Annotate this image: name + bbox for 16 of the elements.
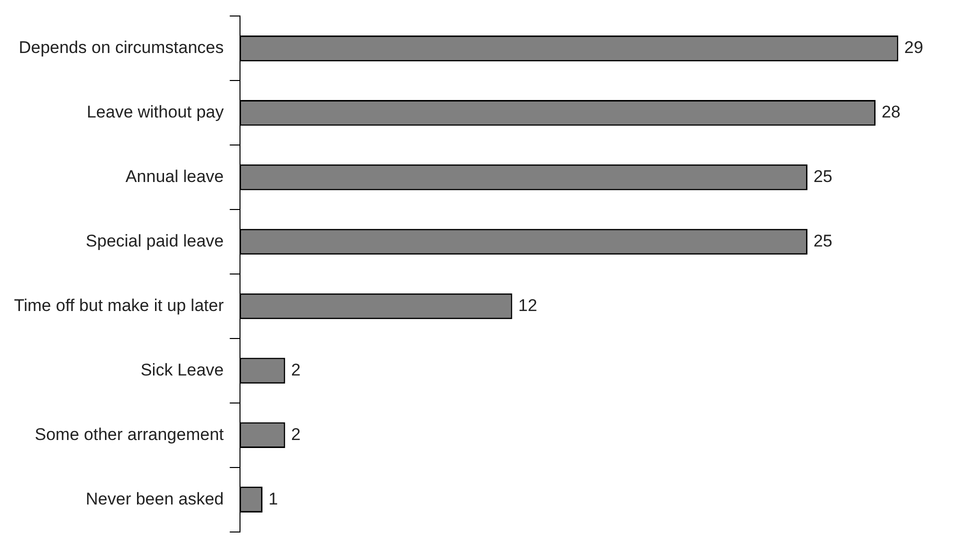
data-label: 2 xyxy=(291,360,301,380)
y-tick-label: Leave without pay xyxy=(86,102,224,122)
y-tick-label: Time off but make it up later xyxy=(14,296,224,315)
y-tick-label: Special paid leave xyxy=(86,231,224,250)
data-label: 2 xyxy=(291,424,301,444)
data-label: 25 xyxy=(813,167,832,186)
data-label: 12 xyxy=(518,296,538,315)
y-tick-label: Sick Leave xyxy=(140,360,224,380)
data-label: 28 xyxy=(882,102,901,122)
y-tick-label: Never been asked xyxy=(86,489,224,508)
y-tick-label: Some other arrangement xyxy=(34,424,224,444)
y-tick-label: Annual leave xyxy=(125,167,224,186)
data-label: 1 xyxy=(268,489,278,508)
y-tick-label: Depends on circumstances xyxy=(18,38,224,58)
data-label: 29 xyxy=(904,38,924,58)
data-label: 25 xyxy=(813,231,832,250)
